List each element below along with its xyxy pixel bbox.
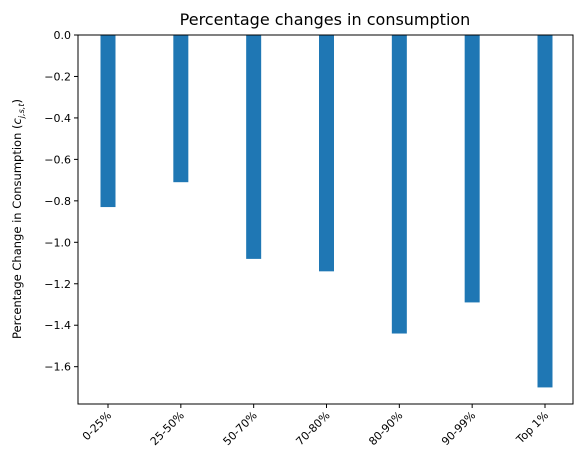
y-axis-label-close: )	[10, 99, 24, 104]
y-tick-label: −0.6	[44, 153, 71, 166]
y-tick-label: −0.4	[44, 112, 71, 125]
x-tick-label: 25-50%	[148, 409, 187, 448]
bar-80-90%	[391, 35, 407, 334]
x-tick-label: 70-80%	[293, 409, 332, 448]
y-axis-label-symbol: c	[10, 117, 24, 124]
y-axis-label: Percentage Change in Consumption (cj,s,t…	[10, 99, 26, 339]
y-tick-label: −1.6	[44, 361, 71, 374]
bar-0-25%	[100, 35, 116, 208]
axes-frame	[77, 34, 574, 405]
x-tick-label: 50-70%	[221, 409, 260, 448]
bar-90-99%	[464, 35, 480, 303]
y-axis: 0.0 −0.2 −0.4 −0.6 −0.8 −1.0 −1.2 −1.4 −1.6	[44, 29, 78, 374]
x-axis: 0-25% 25-50% 50-70% 70-80% 80-90% 90-99% Top 1…	[80, 404, 551, 448]
bar-70-80%	[319, 35, 334, 272]
y-tick-label: −0.8	[44, 195, 71, 208]
plot-area	[100, 35, 553, 388]
y-tick-label: −0.2	[44, 70, 71, 83]
x-tick-label: 90-99%	[439, 409, 478, 448]
bar-Top 1%	[537, 35, 553, 388]
y-tick-label: −1.0	[44, 236, 71, 249]
x-tick-label: Top 1%	[513, 409, 551, 447]
y-tick-label: −1.4	[44, 319, 71, 332]
x-tick-label: 0-25%	[80, 409, 114, 443]
y-axis-label-subscript: j,s,t	[17, 103, 26, 119]
y-tick-label: 0.0	[54, 29, 72, 42]
bar-25-50%	[173, 35, 189, 183]
chart-title: Percentage changes in consumption	[180, 10, 471, 29]
y-axis-label-main: Percentage Change in Consumption (	[10, 124, 24, 338]
x-tick-label: 80-90%	[366, 409, 405, 448]
y-tick-label: −1.2	[44, 278, 71, 291]
bar-50-70%	[246, 35, 262, 259]
